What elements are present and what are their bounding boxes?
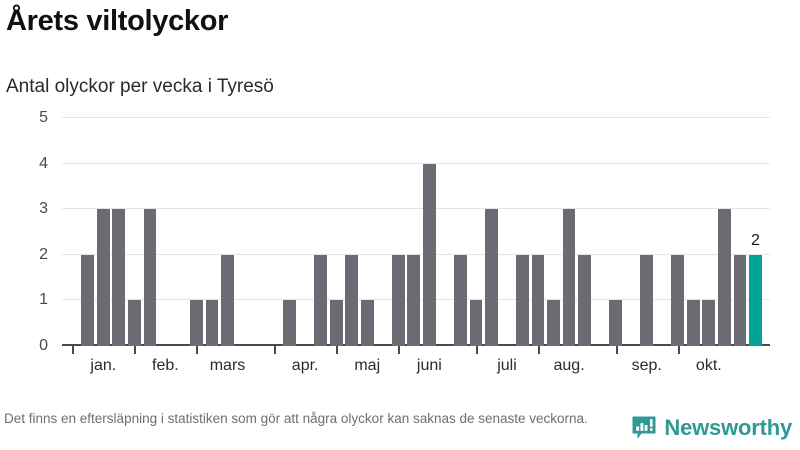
- page-title: Årets viltolyckor: [6, 5, 229, 37]
- x-axis: jan. feb. mars apr. maj juni juli aug. sep. okt.: [62, 346, 770, 388]
- chart-subtitle: Antal olyckor per vecka i Tyresö: [6, 76, 274, 97]
- y-tick-label: 5: [39, 109, 48, 126]
- bar: [686, 300, 700, 346]
- newsworthy-logo[interactable]: Newsworthy: [631, 415, 792, 441]
- bar: [360, 300, 374, 346]
- y-axis: 0 1 2 3 4 5: [0, 110, 62, 354]
- bar: [562, 209, 576, 346]
- x-tick: [615, 346, 618, 354]
- y-tick-label: 4: [39, 154, 48, 172]
- x-tick: [274, 346, 277, 354]
- grid-area: 2: [62, 117, 770, 346]
- bar: [112, 209, 126, 346]
- bar: [314, 254, 328, 346]
- y-tick-label: 2: [39, 245, 48, 263]
- bar: [640, 254, 654, 346]
- x-tick-label: mars: [209, 357, 246, 374]
- bar: [531, 254, 545, 346]
- gridline: [62, 208, 770, 210]
- bar: [702, 300, 716, 346]
- bar: [143, 209, 157, 346]
- x-tick-label: juli: [497, 357, 517, 374]
- y-tick-label: 0: [39, 337, 48, 354]
- bar: [422, 163, 436, 346]
- bar: [283, 300, 296, 346]
- x-tick-label: jan.: [90, 357, 117, 374]
- x-tick: [475, 346, 478, 354]
- bar: [391, 254, 405, 346]
- plot-area: 0 1 2 3 4 5 2: [0, 110, 800, 354]
- x-tick: [398, 346, 401, 354]
- x-tick-label: apr.: [291, 357, 319, 374]
- x-tick: [538, 346, 541, 354]
- footnote: Det finns en eftersläpning i statistiken…: [4, 411, 588, 426]
- gridline: [62, 162, 770, 164]
- x-tick-label: aug.: [553, 357, 585, 374]
- bar: [345, 254, 359, 346]
- bar: [733, 254, 747, 346]
- x-tick-label: juni: [416, 357, 442, 374]
- y-tick-label: 1: [39, 291, 48, 309]
- bar: [469, 300, 483, 346]
- x-tick-label: sep.: [631, 357, 662, 374]
- logo-text: Newsworthy: [664, 415, 792, 440]
- x-tick-label: maj: [354, 357, 381, 374]
- bar: [190, 300, 203, 346]
- bar: [96, 209, 110, 346]
- bar: [205, 300, 219, 346]
- y-tick-label: 3: [39, 200, 48, 218]
- bar: [516, 254, 529, 346]
- bar: [221, 254, 234, 346]
- x-tick: [196, 346, 199, 354]
- bar: [547, 300, 560, 346]
- bar: [329, 300, 343, 346]
- x-tick-label: okt.: [695, 357, 722, 374]
- bar-value-label: 2: [750, 231, 760, 249]
- bar: [81, 254, 95, 346]
- newsworthy-bars-bubble-icon: [632, 416, 656, 439]
- x-tick: [336, 346, 339, 354]
- x-tick: [677, 346, 680, 354]
- bar: [127, 300, 141, 346]
- bar: [671, 254, 685, 346]
- bar-highlighted: [749, 254, 762, 346]
- bar: [578, 254, 591, 346]
- gridline: [62, 117, 770, 118]
- bar: [485, 209, 498, 346]
- bar: [454, 254, 467, 346]
- x-tick-label: feb.: [152, 357, 179, 374]
- x-tick: [134, 346, 137, 354]
- bar-series: 2: [62, 118, 770, 346]
- x-tick: [72, 346, 75, 354]
- bar: [407, 254, 421, 346]
- bar: [717, 209, 731, 346]
- bar: [609, 300, 623, 346]
- gridline: [62, 253, 770, 255]
